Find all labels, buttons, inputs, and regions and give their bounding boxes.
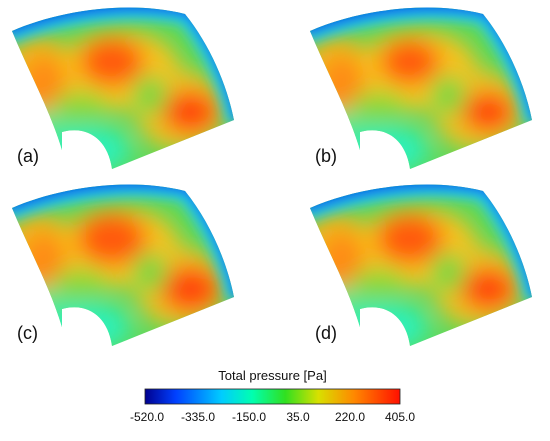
panel-label-d: (d) — [315, 323, 337, 343]
colorbar-tick-label: 35.0 — [286, 410, 310, 424]
panel-label-c: (c) — [17, 323, 38, 343]
panel-label-b: (b) — [315, 146, 337, 166]
panel-label-a: (a) — [17, 146, 39, 166]
colorbar-tick-label: -520.0 — [129, 410, 165, 424]
colorbar-tick-label: -335.0 — [180, 410, 216, 424]
colorbar — [144, 388, 401, 405]
colorbar-title: Total pressure [Pa] — [218, 368, 327, 383]
colorbar-tick-label: -150.0 — [231, 410, 267, 424]
colorbar-tick-label: 405.0 — [384, 410, 416, 424]
colorbar-tick-label: 220.0 — [334, 410, 366, 424]
